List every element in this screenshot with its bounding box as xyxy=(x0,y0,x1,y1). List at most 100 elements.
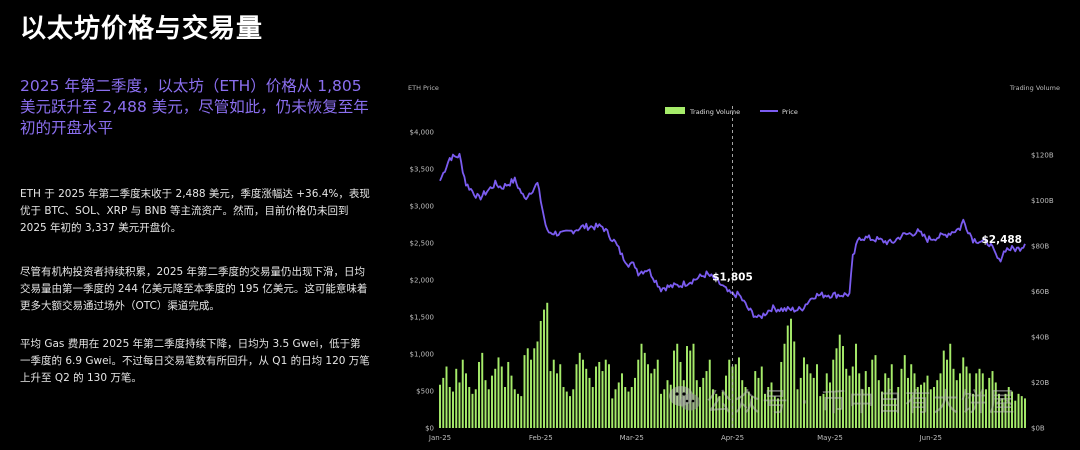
volume-bar xyxy=(855,343,857,428)
volume-bar xyxy=(471,393,474,428)
volume-bar xyxy=(712,389,714,428)
left-tick-label: $3,500 xyxy=(410,166,435,174)
volume-bar xyxy=(978,368,981,428)
volume-bar xyxy=(780,361,783,428)
volume-bar xyxy=(949,343,952,428)
right-tick-label: $80B xyxy=(1031,242,1049,250)
volume-bar xyxy=(439,384,441,428)
volume-bar xyxy=(474,389,477,428)
volume-bar xyxy=(962,357,965,428)
volume-bar xyxy=(764,393,766,428)
volume-bar xyxy=(660,393,662,428)
volume-bar xyxy=(494,368,497,428)
price-annotation-0: $1,805 xyxy=(712,271,753,283)
volume-bar xyxy=(881,391,883,428)
volume-bar xyxy=(455,368,458,428)
volume-bar xyxy=(777,398,779,428)
left-tick-label: $2,500 xyxy=(410,240,435,248)
volume-bar xyxy=(796,389,799,428)
volume-bar xyxy=(591,387,594,428)
volume-bar xyxy=(504,387,506,428)
paragraph-price: ETH 于 2025 年第二季度末收于 2,488 美元，季度涨幅达 +36.4… xyxy=(20,188,370,234)
volume-bar xyxy=(816,364,818,428)
volume-bar xyxy=(552,359,555,428)
chart-svg: ETH Price Trading Volume Trading Volume … xyxy=(408,84,1060,442)
volume-bar xyxy=(907,377,909,428)
volume-bar xyxy=(738,357,740,428)
volume-bar xyxy=(939,373,942,428)
x-tick-label: Apr-25 xyxy=(721,434,744,442)
volume-bar xyxy=(582,359,584,428)
right-tick-label: $0B xyxy=(1031,425,1045,433)
volume-bar xyxy=(994,382,997,428)
volume-bar xyxy=(751,396,753,428)
volume-bar xyxy=(734,364,737,428)
volume-bar xyxy=(770,382,773,428)
eth-price-volume-chart: ETH Price Trading Volume Trading Volume … xyxy=(400,76,1080,446)
volume-bar xyxy=(741,380,744,428)
volume-bar xyxy=(598,361,601,428)
volume-bar xyxy=(874,355,877,428)
volume-bar xyxy=(773,396,776,428)
volume-bar xyxy=(988,377,991,428)
volume-bar xyxy=(510,375,513,428)
volume-bar xyxy=(783,343,786,428)
volume-bar xyxy=(572,389,575,428)
volume-bar xyxy=(884,373,887,428)
volume-bar xyxy=(650,373,653,428)
volume-bar xyxy=(894,398,896,428)
volume-bar xyxy=(747,391,750,428)
volume-bar xyxy=(829,382,831,428)
volume-bar xyxy=(526,348,529,428)
paragraph-volume: 尽管有机构投资者持续积累，2025 年第二季度的交易量仍出现下滑，日均交易量由第… xyxy=(20,266,368,312)
left-tick-label: $500 xyxy=(416,388,434,396)
volume-bar xyxy=(533,348,536,428)
volume-bar xyxy=(942,350,945,428)
volume-bar xyxy=(1011,391,1013,428)
right-tick-label: $120B xyxy=(1031,151,1054,159)
volume-bar xyxy=(1004,393,1007,428)
volume-bar xyxy=(643,352,646,428)
volume-bar xyxy=(725,375,727,428)
volume-bar xyxy=(478,361,480,428)
volume-bar xyxy=(585,368,588,428)
volume-bar xyxy=(705,371,708,428)
volume-bar xyxy=(877,380,880,428)
volume-bar xyxy=(803,357,805,428)
volume-bar xyxy=(624,387,627,428)
volume-bar xyxy=(442,377,445,428)
volume-bar xyxy=(848,375,851,428)
volume-bar xyxy=(575,364,578,428)
volume-bar xyxy=(702,377,705,428)
volume-bar xyxy=(604,359,607,428)
volume-bar xyxy=(1017,393,1020,428)
highlight-summary: 2025 年第二季度，以太坊（ETH）价格从 1,805 美元跃升至 2,488… xyxy=(20,77,369,137)
volume-bar xyxy=(497,357,500,428)
volume-bar xyxy=(452,391,454,428)
volume-bar xyxy=(864,371,867,428)
volume-bar xyxy=(445,366,448,428)
volume-bar xyxy=(530,359,532,428)
right-axis-title: Trading Volume xyxy=(1009,84,1060,92)
wechat-icon xyxy=(669,386,700,411)
volume-bar xyxy=(975,373,978,428)
volume-bar xyxy=(656,359,659,428)
volume-bar xyxy=(546,302,549,428)
volume-bar xyxy=(845,368,848,428)
x-tick-label: May-25 xyxy=(817,434,843,442)
volume-bar xyxy=(500,366,503,428)
volume-bar xyxy=(1014,400,1017,428)
volume-bar xyxy=(692,343,695,428)
volume-bar xyxy=(861,389,864,428)
volume-bar xyxy=(523,355,526,428)
volume-bar xyxy=(731,366,734,428)
legend-price-label: Price xyxy=(782,108,798,116)
volume-bar xyxy=(721,391,724,428)
volume-bar xyxy=(617,382,620,428)
volume-bar xyxy=(916,387,919,428)
volume-bar xyxy=(491,375,493,428)
volume-bar xyxy=(601,371,604,428)
volume-bar xyxy=(754,371,757,428)
volume-bar xyxy=(991,371,994,428)
volume-bar xyxy=(838,334,841,428)
